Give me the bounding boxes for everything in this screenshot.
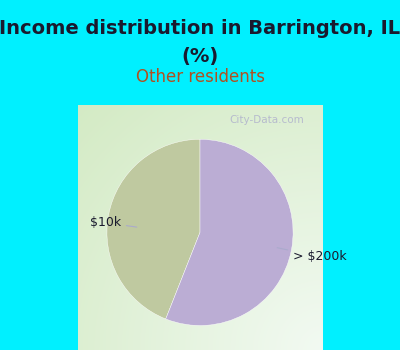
Text: (%): (%) <box>181 47 219 66</box>
Text: $10k: $10k <box>90 216 137 229</box>
Text: Other residents: Other residents <box>136 68 264 86</box>
Text: Income distribution in Barrington, IL: Income distribution in Barrington, IL <box>0 19 400 38</box>
Text: > $200k: > $200k <box>277 248 347 264</box>
Wedge shape <box>166 139 293 326</box>
Text: City-Data.com: City-Data.com <box>230 115 304 125</box>
Wedge shape <box>107 139 200 319</box>
